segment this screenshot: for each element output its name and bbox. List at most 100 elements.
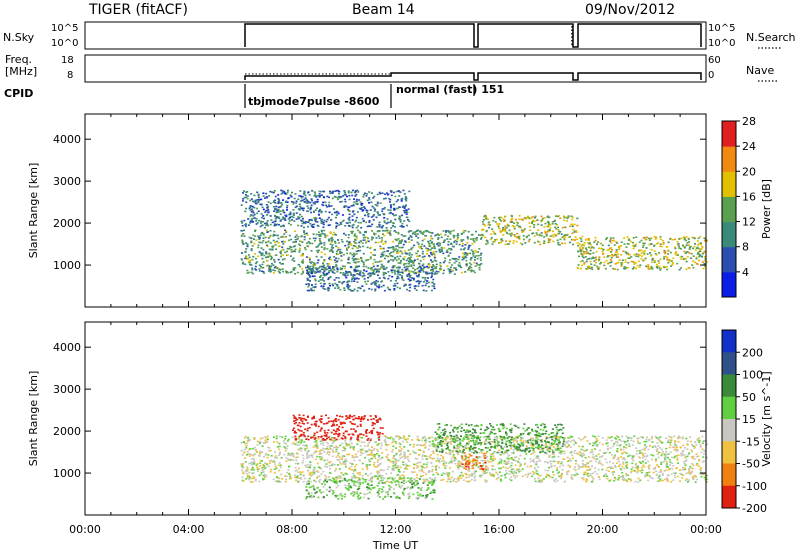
data-cell — [547, 237, 550, 240]
data-cell — [376, 211, 379, 213]
data-cell — [584, 464, 587, 466]
data-cell — [336, 268, 339, 270]
data-cell — [352, 252, 355, 255]
data-cell — [368, 197, 371, 199]
data-cell — [311, 275, 314, 278]
data-cell — [619, 476, 622, 478]
data-cell — [314, 279, 317, 282]
data-cell — [473, 261, 476, 264]
data-cell — [536, 436, 539, 438]
data-cell — [532, 437, 535, 440]
data-cell — [241, 242, 244, 244]
data-cell — [392, 248, 395, 251]
data-cell — [343, 280, 346, 283]
data-cell — [564, 236, 567, 238]
data-cell — [387, 443, 390, 446]
data-cell — [410, 256, 413, 258]
data-cell — [397, 269, 400, 271]
data-cell — [399, 274, 402, 276]
data-cell — [265, 452, 268, 455]
data-cell — [467, 248, 470, 250]
data-cell — [645, 236, 648, 239]
data-cell — [447, 268, 450, 270]
data-cell — [376, 461, 379, 463]
data-cell — [255, 451, 258, 453]
data-cell — [478, 465, 480, 468]
data-cell — [391, 275, 394, 278]
data-cell — [443, 465, 446, 467]
data-cell — [330, 248, 333, 250]
data-cell — [456, 240, 458, 243]
data-cell — [370, 283, 373, 285]
data-cell — [595, 455, 598, 457]
data-cell — [339, 251, 342, 253]
data-cell — [277, 201, 280, 203]
data-cell — [404, 467, 407, 470]
data-cell — [344, 275, 347, 277]
data-cell — [498, 471, 501, 473]
data-cell — [433, 255, 436, 257]
data-cell — [389, 230, 392, 232]
data-cell — [241, 200, 244, 202]
data-cell — [381, 208, 384, 210]
data-cell — [529, 225, 531, 228]
data-cell — [445, 465, 448, 467]
data-cell — [490, 474, 492, 477]
data-cell — [525, 217, 528, 219]
data-cell — [424, 229, 427, 232]
data-cell — [455, 243, 458, 245]
data-cell — [281, 268, 284, 270]
data-cell — [394, 441, 397, 443]
data-cell — [613, 268, 616, 270]
data-cell — [601, 248, 604, 250]
data-cell — [490, 456, 492, 458]
data-cell — [676, 475, 679, 478]
data-cell — [684, 460, 687, 462]
data-cell — [415, 289, 418, 291]
data-cell — [329, 276, 332, 278]
data-cell — [310, 262, 312, 264]
data-cell — [410, 239, 413, 241]
data-cell — [260, 232, 263, 234]
data-cell — [350, 290, 353, 292]
data-cell — [426, 250, 429, 252]
data-cell — [660, 454, 663, 457]
data-cell — [374, 254, 376, 256]
data-cell — [323, 459, 326, 462]
data-cell — [519, 242, 522, 244]
data-cell — [494, 239, 497, 241]
data-cell — [253, 217, 256, 219]
data-cell — [431, 260, 434, 263]
data-cell — [510, 479, 513, 482]
data-cell — [562, 458, 565, 460]
data-cell — [397, 262, 400, 264]
data-cell — [389, 279, 392, 282]
data-cell — [269, 202, 272, 205]
data-cell — [464, 255, 467, 258]
data-cell — [314, 267, 317, 269]
data-cell — [602, 452, 605, 455]
data-cell — [623, 478, 626, 480]
data-cell — [566, 436, 569, 439]
data-cell — [540, 234, 543, 237]
data-cell — [245, 473, 248, 475]
data-cell — [426, 272, 429, 275]
data-cell — [378, 471, 380, 474]
data-cell — [609, 239, 612, 241]
data-cell — [462, 479, 465, 481]
data-cell — [309, 289, 312, 291]
data-cell — [517, 468, 520, 471]
data-cell — [335, 448, 338, 451]
data-cell — [279, 251, 282, 254]
data-cell — [261, 253, 264, 256]
data-cell — [652, 468, 655, 470]
data-cell — [403, 207, 406, 209]
data-cell — [389, 209, 392, 211]
data-cell — [688, 267, 691, 269]
data-cell — [265, 192, 268, 195]
data-cell — [510, 458, 513, 460]
data-cell — [272, 205, 275, 208]
data-cell — [295, 476, 298, 479]
data-cell — [267, 205, 270, 208]
data-cell — [428, 436, 431, 439]
